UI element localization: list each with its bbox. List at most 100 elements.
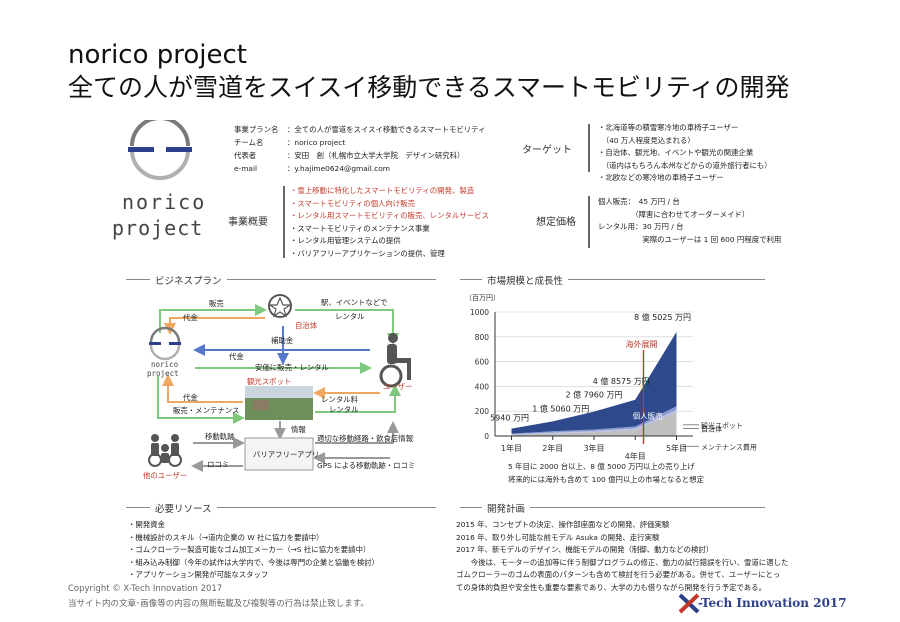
data-label: 1 億 5060 万円 bbox=[532, 403, 589, 413]
list-item: ・北欧などの寒冷地の車椅子ユーザー bbox=[598, 173, 724, 182]
info-label: 事業プラン名 bbox=[234, 125, 279, 134]
list-item: 2016 年、取り外し可能な前モデル Asuka の開発、走行実験 bbox=[456, 532, 660, 542]
marker-label: 海外展開 bbox=[626, 339, 658, 349]
label-sale: 販売 bbox=[209, 299, 224, 308]
target-heading: ターゲット bbox=[522, 145, 572, 156]
divider-bar bbox=[588, 124, 590, 172]
list-item: （40 万人程度見込まれる） bbox=[598, 135, 695, 145]
business-plan-heading: ビジネスプラン bbox=[150, 273, 227, 287]
dev-plan-list: 2015 年、コンセプトの決定、操作部座面などの開発、評価実験 2016 年、取… bbox=[456, 519, 788, 594]
info-row: 代表者 ：安田 創（札幌市立大学大学院 デザイン研究科） bbox=[234, 150, 524, 163]
label-user: ユーザー bbox=[383, 382, 413, 391]
brand-logo: -Tech Innovation 2017 bbox=[678, 592, 858, 614]
label-gps: GPS による移動軌跡・ロコミ bbox=[317, 461, 416, 470]
market-chart: （百万円） 0 200 400 600 800 1000 1年目 2年目 3年目 4年目 5年目 海外展… bbox=[465, 294, 757, 460]
x-tick-label: 2年目 bbox=[542, 443, 563, 453]
business-heading: 事業概要 bbox=[228, 217, 268, 228]
market-heading: 市場規模と成長性 bbox=[482, 273, 569, 287]
section-rule bbox=[460, 279, 765, 280]
label-rental: レンタル bbox=[335, 312, 365, 321]
y-tick-label: 800 bbox=[475, 333, 490, 342]
label-word-of-mouth: ロコミ bbox=[207, 460, 230, 469]
logo-word-norico: norico bbox=[122, 190, 207, 214]
x-mark-icon bbox=[678, 593, 700, 614]
list-item: ゴムクローラーのゴムの表面のパターンも含めて検討を行う必要がある。併せて、ユーザ… bbox=[456, 570, 781, 579]
info-value: ：norico project bbox=[287, 138, 346, 147]
list-item: レンタル用：30 万円 / 台 bbox=[598, 222, 684, 231]
legend-entry: 自治体 bbox=[701, 425, 722, 434]
list-item: （道内はもちろん本州などからの道外旅行者にも） bbox=[598, 160, 772, 170]
info-value: ：安田 創（札幌市立大学大学院 デザイン研究科） bbox=[287, 151, 465, 160]
label-info: 情報 bbox=[291, 425, 306, 434]
x-tick-label: 5年目 bbox=[666, 443, 687, 453]
resources-list: ・開発資金 ・機械設計のスキル（→道内企業の W 社に協力を要請中） ・ゴムクロ… bbox=[128, 519, 379, 582]
label-app: バリアフリーアプリ bbox=[253, 450, 320, 459]
x-tick-label: 4年目 bbox=[625, 451, 646, 460]
series-inline-label: 個人販売 bbox=[633, 411, 663, 421]
brand-text: -Tech Innovation 2017 bbox=[698, 596, 847, 610]
list-item: ての身体的負担や安全性も重要な要素であり、大学の力も借りながら開発を行う予定であ… bbox=[456, 582, 766, 592]
data-label: 8 億 5025 万円 bbox=[634, 312, 691, 322]
label-municipality: 自治体 bbox=[295, 321, 318, 330]
label-other-users: 他のユーザー bbox=[143, 471, 188, 480]
label-subsidy: 補助金 bbox=[271, 336, 294, 345]
x-tick-label: 3年目 bbox=[583, 443, 604, 453]
diagram-logo-norico: norico bbox=[151, 360, 179, 369]
list-item: ・雪上移動に特化したスマートモビリティの開発、製造 bbox=[290, 186, 475, 195]
divider-bar bbox=[588, 196, 590, 248]
list-item: ・開発資金 bbox=[128, 520, 165, 529]
logo-mark bbox=[128, 120, 192, 180]
copyright: Copyright © X-Tech Innovation 2017 bbox=[68, 584, 223, 594]
y-tick-label: 600 bbox=[475, 358, 490, 367]
copyright-notice: 当サイト内の文章･画像等の内容の無断転載及び複製等の行為は禁止致します。 bbox=[68, 599, 369, 609]
email-link[interactable]: ：y.hajime0624@gmail.com bbox=[287, 164, 390, 173]
label-sales-maint: 販売・メンテナンス bbox=[173, 406, 240, 415]
price-heading: 想定価格 bbox=[536, 217, 576, 228]
section-rule bbox=[126, 507, 436, 508]
info-label: チーム名 bbox=[234, 138, 264, 147]
dev-plan-heading: 開発計画 bbox=[482, 501, 531, 515]
list-item: 今後は、モーターの追加等に伴う制御プログラムの修正、動力の試行錯誤を行い、雪道に… bbox=[456, 557, 789, 567]
label-price-mid: 代金 bbox=[229, 352, 244, 361]
info-row[interactable]: e-mail ：y.hajime0624@gmail.com bbox=[234, 163, 524, 176]
other-users-icon bbox=[148, 434, 182, 467]
diagram-logo-project: project bbox=[147, 369, 179, 378]
label-move-track: 移動軌跡 bbox=[205, 432, 235, 441]
list-item: ・スマートモビリティのメンテナンス事業 bbox=[290, 223, 430, 233]
y-axis-label: （百万円） bbox=[465, 294, 500, 302]
page-title: norico project bbox=[68, 40, 248, 70]
label-price-low: 代金 bbox=[183, 393, 198, 402]
target-list: ・北海道等の積雪寒冷地の車椅子ユーザー （40 万人程度見込まれる） ・自治体、… bbox=[598, 122, 772, 185]
info-block: 事業プラン名 ：全ての人が雪道をスイスイ移動できるスマートモビリティ チーム名 … bbox=[234, 124, 524, 176]
list-item: 2015 年、コンセプトの決定、操作部座面などの開発、評価実験 bbox=[456, 520, 670, 529]
list-item: ・バリアフリーアプリケーションの提供、管理 bbox=[290, 248, 445, 258]
market-caption-1: 5 年目に 2000 台以上、8 億 5000 万円以上の売り上げ bbox=[508, 462, 695, 471]
data-label: 4 億 8575 万円 bbox=[593, 376, 650, 386]
info-label: 代表者 bbox=[234, 151, 257, 160]
list-item: 実際のユーザーは 1 回 600 円程度で利用 bbox=[598, 234, 782, 244]
price-list: 個人販売： 45 万円 / 台 （障害に合わせてオーダーメイド） レンタル用：3… bbox=[598, 196, 781, 246]
market-caption-2: 将来的には海外も含めて 100 億円以上の市場となると想定 bbox=[508, 475, 704, 484]
list-item: ・スマートモビリティの個人向け販売 bbox=[290, 198, 415, 208]
list-item: ・レンタル用スマートモビリティの販売、レンタルサービス bbox=[290, 211, 489, 220]
section-rule bbox=[460, 507, 765, 508]
business-plan-diagram: 販売 代金 自治体 補助金 駅、イベントなどで レンタル 代金 安価に販売・レン… bbox=[125, 288, 445, 488]
y-tick-label: 400 bbox=[475, 382, 490, 391]
area-series bbox=[511, 412, 677, 436]
business-list: ・雪上移動に特化したスマートモビリティの開発、製造 ・スマートモビリティの個人向… bbox=[290, 185, 489, 260]
norico-logo: norico project bbox=[110, 120, 220, 245]
section-rule bbox=[126, 279, 436, 280]
resources-heading: 必要リソース bbox=[150, 501, 217, 515]
y-tick-label: 0 bbox=[484, 432, 489, 441]
divider-bar bbox=[283, 186, 285, 258]
label-optimal-route: 適切な移動経路・飲食店情報 bbox=[317, 434, 414, 443]
info-row: 事業プラン名 ：全ての人が雪道をスイスイ移動できるスマートモビリティ bbox=[234, 124, 524, 137]
info-value: ：全ての人が雪道をスイスイ移動できるスマートモビリティ bbox=[287, 125, 486, 134]
y-tick-label: 1000 bbox=[470, 308, 489, 317]
legend-entry: 観光スポット bbox=[701, 421, 743, 430]
y-tick-label: 200 bbox=[475, 407, 490, 416]
wheelchair-user-icon bbox=[379, 333, 411, 388]
list-item: ・組み込み制御（今年の試作は大学内で、今後は専門の企業と協働を検討） bbox=[128, 557, 379, 567]
label-rental-fee: レンタル料 bbox=[321, 395, 358, 404]
label-tourist-spot: 観光スポット bbox=[247, 377, 292, 386]
